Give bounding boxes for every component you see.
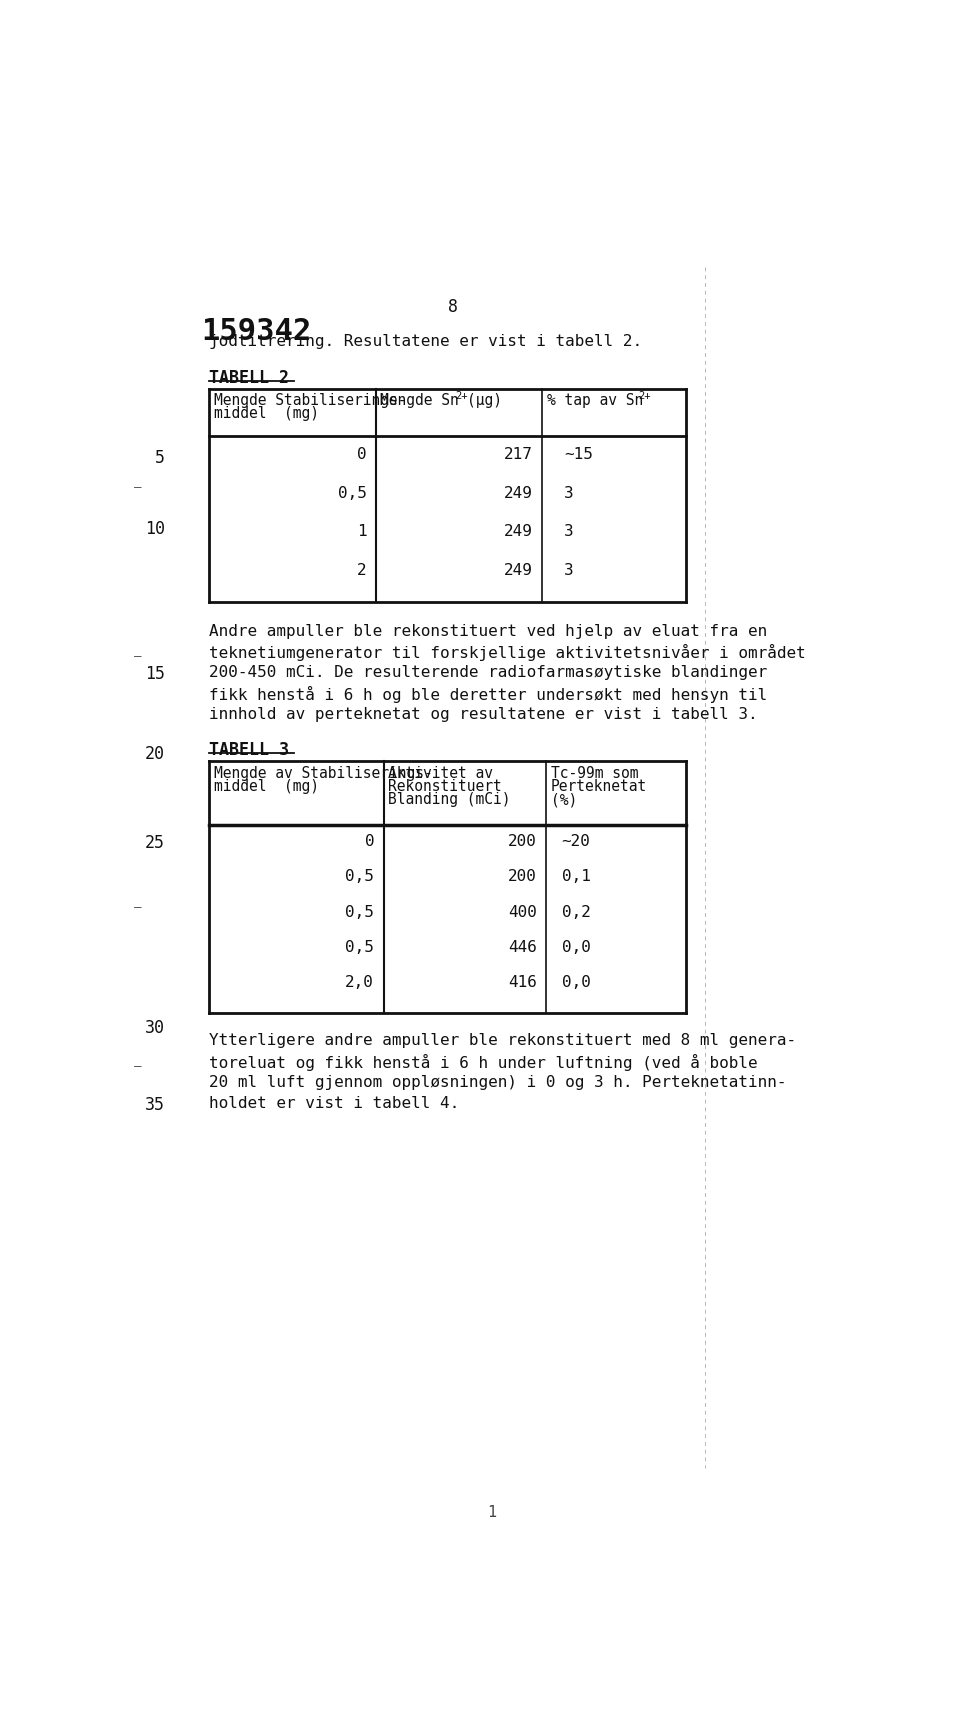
Text: 159342: 159342 bbox=[202, 317, 312, 346]
Text: toreluat og fikk henstå i 6 h under luftning (ved å boble: toreluat og fikk henstå i 6 h under luft… bbox=[209, 1055, 757, 1072]
Text: 3: 3 bbox=[564, 563, 574, 577]
Text: 25: 25 bbox=[145, 834, 165, 853]
Text: 35: 35 bbox=[145, 1096, 165, 1113]
Text: 2: 2 bbox=[357, 563, 367, 577]
Text: 0,5: 0,5 bbox=[346, 904, 374, 919]
Text: 3: 3 bbox=[564, 524, 574, 539]
Text: —: — bbox=[134, 1060, 141, 1073]
Text: Blanding (mCi): Blanding (mCi) bbox=[388, 793, 511, 806]
Text: 15: 15 bbox=[145, 666, 165, 683]
Text: teknetiumgenerator til forskjellige aktivitetsnivåer i området: teknetiumgenerator til forskjellige akti… bbox=[209, 644, 805, 661]
Text: Ytterligere andre ampuller ble rekonstituert med 8 ml genera-: Ytterligere andre ampuller ble rekonstit… bbox=[209, 1032, 796, 1048]
Text: 249: 249 bbox=[504, 563, 533, 577]
Text: 249: 249 bbox=[504, 486, 533, 500]
Text: (μg): (μg) bbox=[468, 394, 502, 409]
Text: 400: 400 bbox=[508, 904, 537, 919]
Text: 0,5: 0,5 bbox=[346, 940, 374, 955]
Text: fikk henstå i 6 h og ble deretter undersøkt med hensyn til: fikk henstå i 6 h og ble deretter unders… bbox=[209, 687, 767, 704]
Text: Mengde av Stabiliserings-: Mengde av Stabiliserings- bbox=[214, 765, 433, 781]
Text: 2,0: 2,0 bbox=[346, 976, 374, 991]
Text: —: — bbox=[134, 481, 141, 495]
Text: middel  (mg): middel (mg) bbox=[214, 779, 319, 794]
Text: 416: 416 bbox=[508, 976, 537, 991]
Text: 20: 20 bbox=[145, 745, 165, 764]
Text: TABELL 2: TABELL 2 bbox=[209, 370, 289, 387]
Text: (%): (%) bbox=[551, 793, 577, 806]
Text: 2+: 2+ bbox=[456, 390, 468, 401]
Text: Rekonstituert: Rekonstituert bbox=[388, 779, 502, 794]
Text: —: — bbox=[134, 902, 141, 914]
Text: 0,5: 0,5 bbox=[346, 870, 374, 883]
Text: 20 ml luft gjennom oppløsningen) i 0 og 3 h. Perteknetatinn-: 20 ml luft gjennom oppløsningen) i 0 og … bbox=[209, 1075, 786, 1091]
Text: 0,2: 0,2 bbox=[562, 904, 590, 919]
Text: 1: 1 bbox=[488, 1505, 496, 1520]
Text: 30: 30 bbox=[145, 1019, 165, 1037]
Text: holdet er vist i tabell 4.: holdet er vist i tabell 4. bbox=[209, 1096, 460, 1111]
Text: jodtitrering. Resultatene er vist i tabell 2.: jodtitrering. Resultatene er vist i tabe… bbox=[209, 334, 642, 349]
Text: 0,0: 0,0 bbox=[562, 976, 590, 991]
Text: innhold av perteknetat og resultatene er vist i tabell 3.: innhold av perteknetat og resultatene er… bbox=[209, 707, 757, 722]
Text: 0: 0 bbox=[357, 447, 367, 462]
Text: 0,5: 0,5 bbox=[338, 486, 367, 500]
Text: Andre ampuller ble rekonstituert ved hjelp av eluat fra en: Andre ampuller ble rekonstituert ved hje… bbox=[209, 623, 767, 639]
Text: middel  (mg): middel (mg) bbox=[214, 406, 319, 421]
Text: 3: 3 bbox=[564, 486, 574, 500]
Text: 0: 0 bbox=[365, 834, 374, 849]
Text: 0,1: 0,1 bbox=[562, 870, 590, 883]
Text: 200-450 mCi. De resulterende radiofarmasøytiske blandinger: 200-450 mCi. De resulterende radiofarmas… bbox=[209, 666, 767, 680]
Text: 217: 217 bbox=[504, 447, 533, 462]
Text: 249: 249 bbox=[504, 524, 533, 539]
Text: 10: 10 bbox=[145, 520, 165, 538]
Text: 200: 200 bbox=[508, 834, 537, 849]
Text: 1: 1 bbox=[357, 524, 367, 539]
Text: 0,0: 0,0 bbox=[562, 940, 590, 955]
Text: % tap av Sn: % tap av Sn bbox=[547, 394, 643, 409]
Text: 200: 200 bbox=[508, 870, 537, 883]
Text: 8: 8 bbox=[448, 298, 458, 315]
Text: TABELL 3: TABELL 3 bbox=[209, 741, 289, 760]
Text: ∼15: ∼15 bbox=[564, 447, 593, 462]
Text: ∼20: ∼20 bbox=[562, 834, 590, 849]
Text: Mengde Sn: Mengde Sn bbox=[380, 394, 459, 409]
Text: Aktivitet av: Aktivitet av bbox=[388, 765, 493, 781]
Text: Mengde Stabiliserings-: Mengde Stabiliserings- bbox=[214, 394, 406, 409]
Text: 5: 5 bbox=[155, 449, 165, 467]
Text: 2+: 2+ bbox=[638, 390, 651, 401]
Text: Tc-99m som: Tc-99m som bbox=[551, 765, 638, 781]
Text: Perteknetat: Perteknetat bbox=[551, 779, 647, 794]
Text: 446: 446 bbox=[508, 940, 537, 955]
Text: —: — bbox=[134, 651, 141, 664]
